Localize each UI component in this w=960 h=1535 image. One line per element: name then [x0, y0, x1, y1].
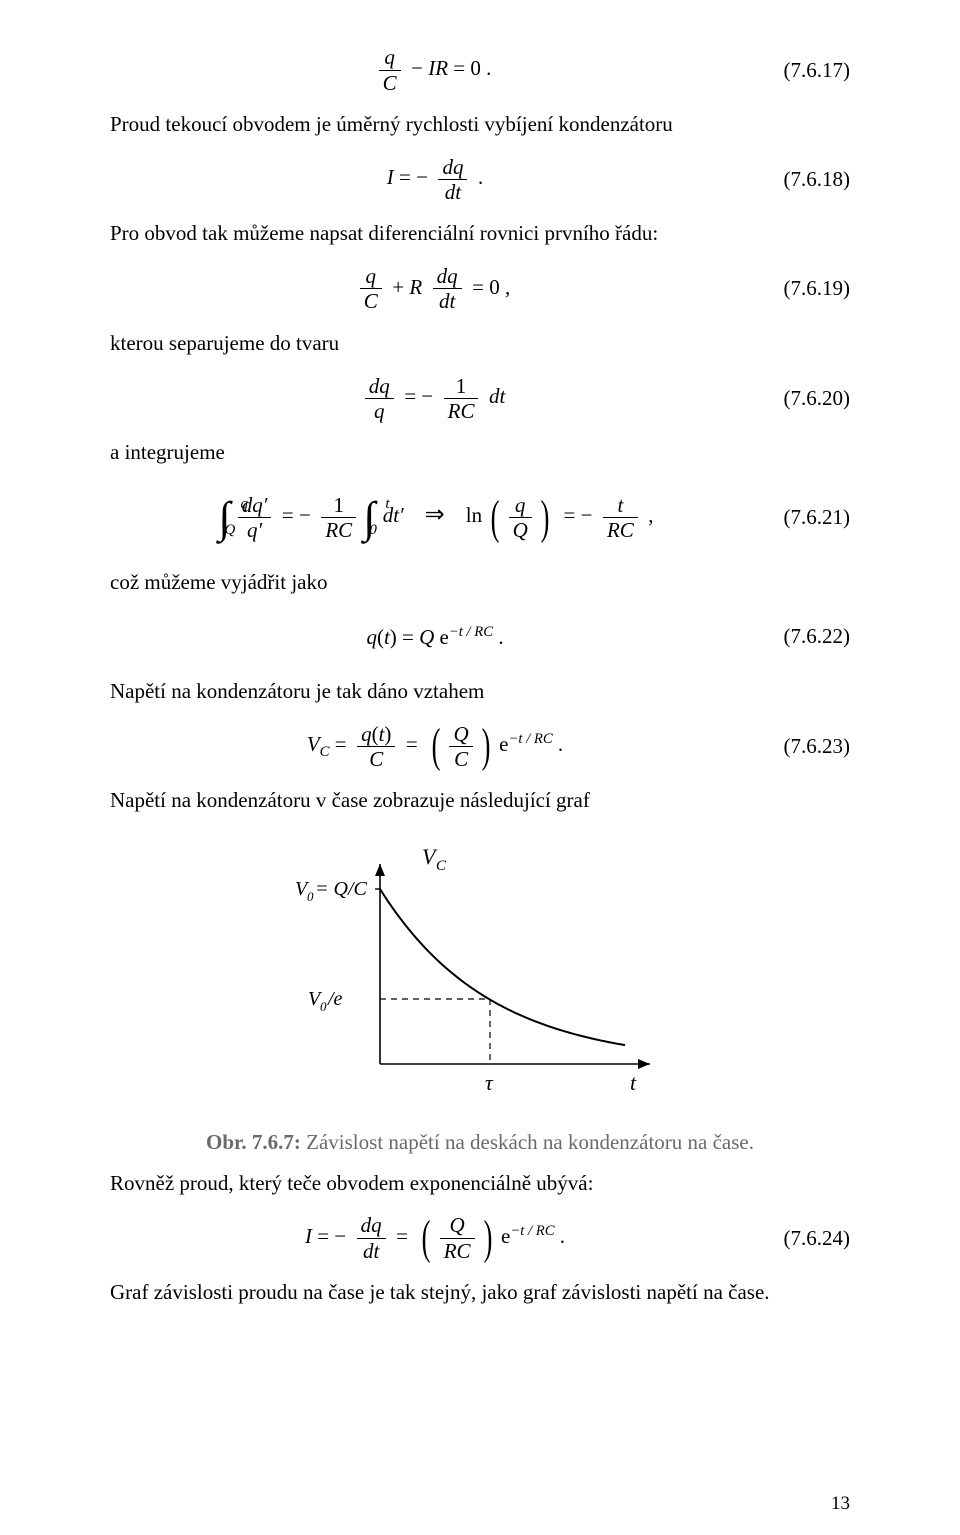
- para-8: Rovněž proud, který teče obvodem exponen…: [110, 1169, 850, 1198]
- equation-7-6-22: q(t) = Q e−t / RC . (7.6.22): [110, 607, 850, 667]
- eq-body: q(t) = Q e−t / RC .: [110, 624, 760, 650]
- para-5: což můžeme vyjádřit jako: [110, 568, 850, 597]
- eq-body: qC + R dqdt = 0 ,: [110, 264, 760, 313]
- figure-caption: Obr. 7.6.7: Závislost napětí na deskách …: [110, 1130, 850, 1155]
- svg-text:0: 0: [307, 889, 314, 904]
- figure-caption-bold: Obr. 7.6.7:: [206, 1130, 301, 1154]
- eq-number: (7.6.24): [760, 1226, 850, 1251]
- equation-7-6-18: I = − dqdt . (7.6.18): [110, 149, 850, 209]
- eq-number: (7.6.23): [760, 734, 850, 759]
- eq-body: VC = q(t)C = ( QC ) e−t / RC .: [110, 722, 760, 771]
- eq-body: qC − IR = 0 .: [110, 45, 760, 94]
- decay-graph: VCV0 = Q/CV0/eτt: [110, 834, 850, 1120]
- para-2: Pro obvod tak můžeme napsat diferenciáln…: [110, 219, 850, 248]
- equation-7-6-19: qC + R dqdt = 0 , (7.6.19): [110, 259, 850, 319]
- eq-body: dqq = − 1RC dt: [110, 374, 760, 423]
- eq-body: ∫qQ dq′q′ = − 1RC ∫t0 dt′ ⇒ ln ( qQ ) = …: [110, 493, 760, 542]
- equation-7-6-21: ∫qQ dq′q′ = − 1RC ∫t0 dt′ ⇒ ln ( qQ ) = …: [110, 478, 850, 558]
- equation-7-6-23: VC = q(t)C = ( QC ) e−t / RC . (7.6.23): [110, 716, 850, 776]
- eq-number: (7.6.17): [760, 58, 850, 83]
- svg-text:τ: τ: [485, 1070, 494, 1095]
- figure-caption-text: Závislost napětí na deskách na kondenzát…: [301, 1130, 754, 1154]
- para-6: Napětí na kondenzátoru je tak dáno vztah…: [110, 677, 850, 706]
- eq-number: (7.6.18): [760, 167, 850, 192]
- eq-number: (7.6.19): [760, 276, 850, 301]
- svg-text:= Q/C: = Q/C: [315, 878, 367, 900]
- eq-number: (7.6.21): [760, 505, 850, 530]
- svg-text:/e: /e: [327, 988, 343, 1010]
- para-9: Graf závislosti proudu na čase je tak st…: [110, 1278, 850, 1307]
- para-1: Proud tekoucí obvodem je úměrný rychlost…: [110, 110, 850, 139]
- eq-number: (7.6.22): [760, 624, 850, 649]
- svg-text:C: C: [436, 858, 447, 874]
- para-7: Napětí na kondenzátoru v čase zobrazuje …: [110, 786, 850, 815]
- equation-7-6-20: dqq = − 1RC dt (7.6.20): [110, 368, 850, 428]
- para-3: kterou separujeme do tvaru: [110, 329, 850, 358]
- eq-body: I = − dqdt .: [110, 155, 760, 204]
- svg-text:0: 0: [320, 999, 327, 1014]
- page-number: 13: [831, 1493, 850, 1515]
- eq-body: I = − dqdt = ( QRC ) e−t / RC .: [110, 1213, 760, 1262]
- eq-number: (7.6.20): [760, 386, 850, 411]
- svg-text:t: t: [630, 1070, 637, 1095]
- equation-7-6-17: qC − IR = 0 . (7.6.17): [110, 40, 850, 100]
- decay-graph-svg: VCV0 = Q/CV0/eτt: [290, 834, 670, 1114]
- para-4: a integrujeme: [110, 438, 850, 467]
- equation-7-6-24: I = − dqdt = ( QRC ) e−t / RC . (7.6.24): [110, 1208, 850, 1268]
